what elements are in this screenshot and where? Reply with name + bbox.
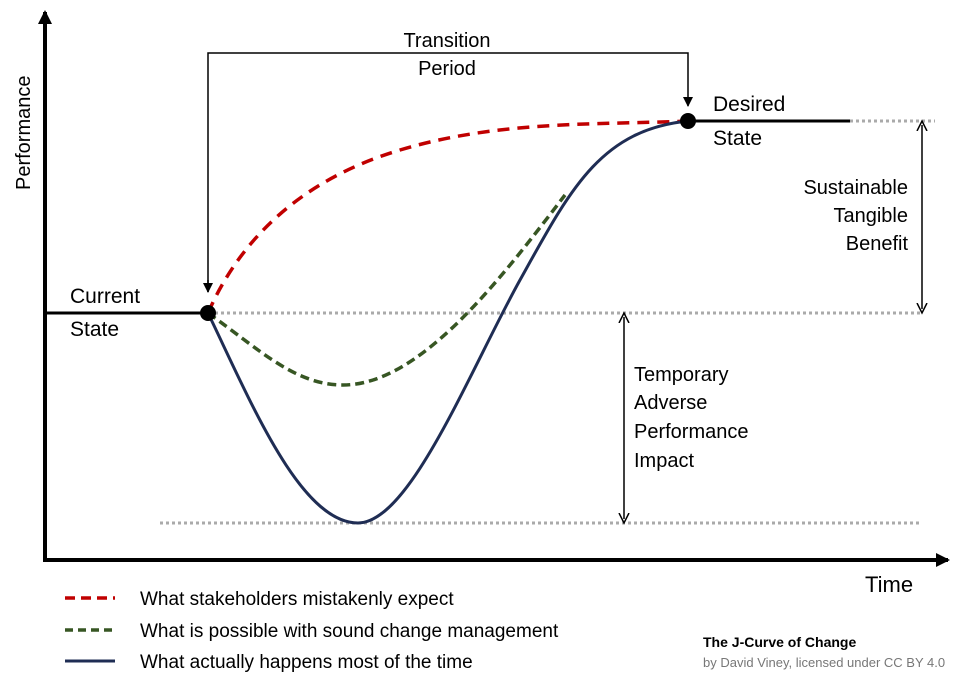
benefit-label-2: Tangible (833, 205, 908, 227)
caption-credit: by David Viney, licensed under CC BY 4.0 (703, 655, 945, 670)
expected-curve (206, 119, 689, 314)
current-state-label-2: State (70, 318, 119, 341)
legend: What stakeholders mistakenly expect What… (65, 589, 559, 673)
desired-state-label-2: State (713, 127, 762, 150)
x-axis-label: Time (865, 572, 913, 597)
current-state-point (200, 305, 216, 321)
desired-state-label-1: Desired (713, 93, 785, 116)
desired-state-point (680, 113, 696, 129)
impact-label-4: Impact (634, 450, 694, 472)
legend-label-actual: What actually happens most of the time (140, 652, 473, 673)
benefit-label-3: Benefit (846, 233, 909, 255)
caption-title: The J-Curve of Change (703, 634, 856, 650)
impact-label-2: Adverse (634, 392, 707, 414)
impact-label-1: Temporary (634, 364, 728, 386)
impact-label-3: Performance (634, 421, 749, 443)
legend-label-possible: What is possible with sound change manag… (140, 621, 559, 642)
transition-label-1: Transition (403, 30, 490, 52)
benefit-label-1: Sustainable (803, 177, 908, 199)
current-state-label-1: Current (70, 285, 140, 308)
actual-curve (206, 119, 689, 525)
transition-label-2: Period (418, 58, 476, 80)
y-axis-label: Performance (13, 76, 35, 191)
transition-bracket (207, 52, 693, 292)
legend-label-expected: What stakeholders mistakenly expect (140, 589, 454, 610)
possible-curve (206, 193, 567, 387)
